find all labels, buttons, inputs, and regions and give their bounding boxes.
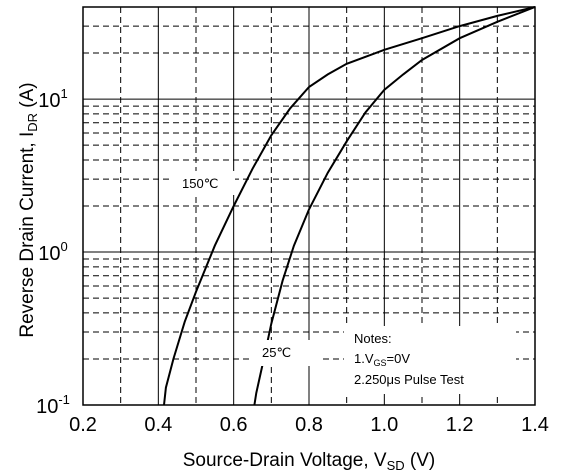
- y-axis-title-main: Reverse Drain Current, I: [17, 132, 38, 338]
- label-mask-150: [173, 171, 235, 195]
- y-axis-title-sub: DR: [25, 113, 40, 132]
- plot-frame: [82, 6, 536, 406]
- y-tick-label: 100: [38, 239, 67, 265]
- notes-mask: [344, 326, 516, 394]
- y-axis-title-unit: (A): [17, 82, 38, 113]
- x-axis-title-unit: (V): [405, 450, 436, 471]
- y-axis-title: Reverse Drain Current, IDR (A): [17, 82, 40, 337]
- x-axis-title: Source-Drain Voltage, VSD (V): [183, 450, 436, 473]
- series-label-25: 25℃: [262, 345, 291, 360]
- series-label-150: 150℃: [182, 176, 218, 191]
- notes-line-2: 2.250μs Pulse Test: [354, 372, 464, 387]
- notes-line-1-sub: GS: [374, 358, 387, 368]
- series-line-0: [163, 6, 536, 406]
- x-tick-label: 0.4: [144, 414, 172, 436]
- x-tick-label: 1.0: [370, 414, 398, 436]
- notes-title: Notes:: [354, 331, 392, 346]
- x-axis-title-sub: SD: [387, 458, 405, 473]
- y-tick-base: 10: [36, 396, 58, 418]
- y-tick-exponent: 1: [61, 86, 68, 101]
- x-tick-label: 0.8: [295, 414, 323, 436]
- x-tick-label: 0.2: [69, 414, 97, 436]
- x-tick-label: 1.2: [446, 414, 474, 436]
- y-tick-label: 10-1: [36, 392, 70, 418]
- x-tick-label: 0.6: [220, 414, 248, 436]
- y-tick-exponent: -1: [58, 392, 70, 407]
- y-tick-base: 10: [38, 243, 60, 265]
- label-mask-25: [253, 340, 319, 366]
- notes-line-1-suffix: =0V: [387, 351, 411, 366]
- notes-line-1-prefix: 1.V: [354, 351, 374, 366]
- notes-line-1: 1.VGS=0V: [354, 351, 410, 368]
- y-tick-label: 101: [38, 86, 67, 112]
- y-tick-exponent: 0: [61, 239, 68, 254]
- x-axis-title-main: Source-Drain Voltage, V: [183, 450, 387, 471]
- y-tick-base: 10: [38, 90, 60, 112]
- x-tick-label: 1.4: [521, 414, 549, 436]
